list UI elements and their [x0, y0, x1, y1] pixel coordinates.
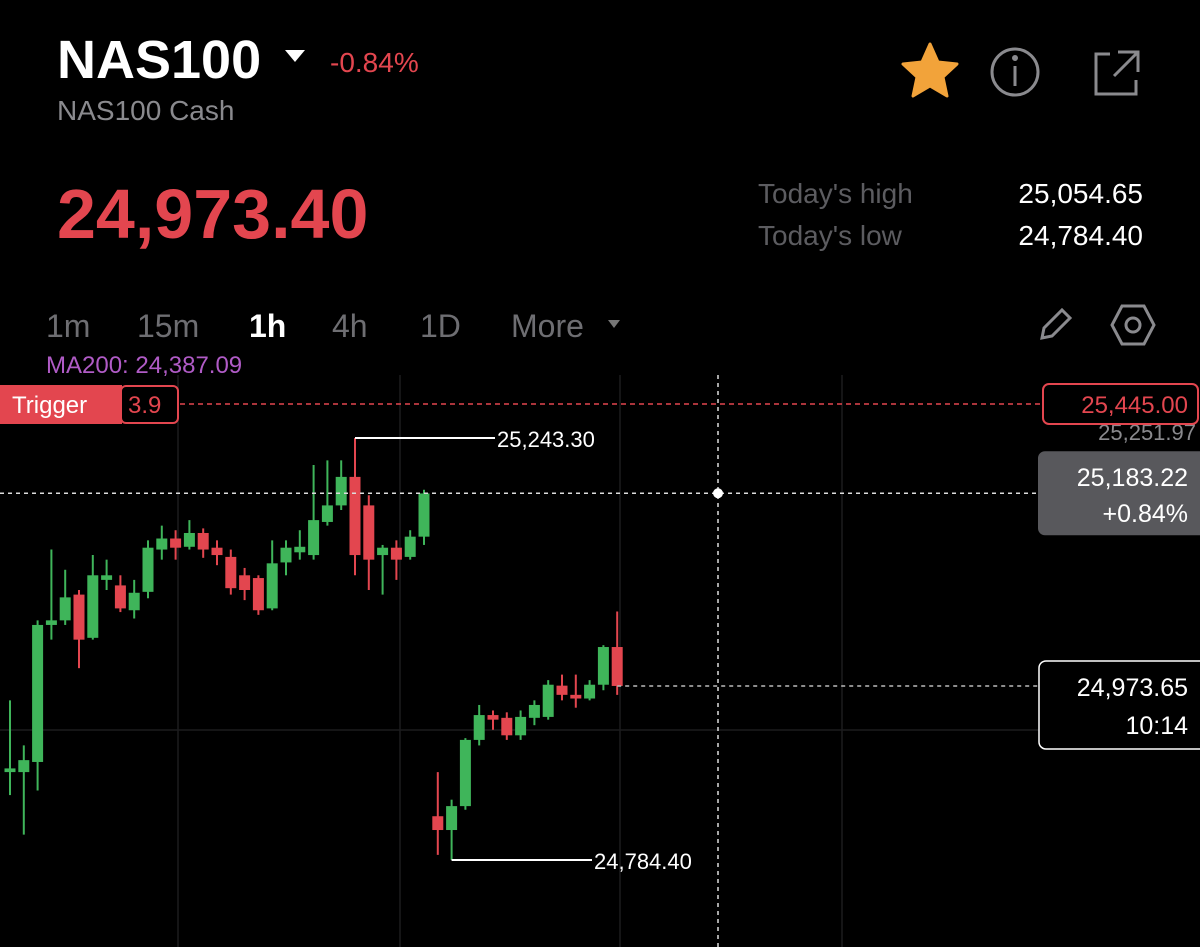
last-price-time: 10:14 — [1125, 712, 1188, 740]
crosshair-badge — [1038, 451, 1200, 536]
candle-body — [156, 538, 168, 550]
indicator: MA200: 24,387.09 — [46, 352, 242, 379]
trigger-value: 3.9 — [128, 392, 161, 419]
timeframe-tab[interactable]: 1D — [420, 308, 461, 344]
candle-body — [114, 585, 126, 609]
candle-body — [59, 597, 71, 621]
candle-body — [528, 704, 540, 718]
candle-body — [128, 592, 140, 611]
timeframe-tab[interactable]: 15m — [137, 308, 199, 344]
candle-body — [197, 532, 209, 550]
draw-icon[interactable] — [1040, 307, 1073, 340]
timeframe-tab[interactable]: More — [511, 308, 584, 344]
more-dropdown[interactable] — [608, 320, 620, 328]
candle-body — [211, 547, 223, 556]
favorite-icon[interactable] — [901, 42, 959, 98]
settings-icon[interactable] — [1110, 304, 1156, 346]
share-icon[interactable] — [1094, 50, 1140, 96]
candle-body — [45, 620, 57, 625]
crosshair-price: 25,183.22 — [1077, 464, 1188, 492]
candle-body — [335, 476, 347, 506]
timeframe-tab[interactable]: 4h — [332, 308, 368, 344]
candle-body — [73, 594, 85, 640]
symbol[interactable]: NAS100 — [57, 30, 261, 90]
stat-label: Today's high — [758, 178, 913, 209]
candle-body — [446, 806, 458, 831]
timeframe-tab[interactable]: 1h — [249, 308, 286, 344]
candle-body — [294, 546, 306, 553]
stat-value: 24,784.40 — [1018, 220, 1143, 251]
candle-body — [280, 547, 292, 563]
trigger-price-badge — [1042, 383, 1199, 425]
info-icon[interactable] — [990, 47, 1040, 97]
candle-body — [501, 717, 513, 736]
candle-body — [4, 768, 16, 773]
candle-body — [418, 493, 430, 537]
low-marker-label: 24,784.40 — [594, 849, 692, 874]
candle-body — [225, 556, 237, 589]
stat-label: Today's low — [758, 220, 903, 251]
last-price-badge — [1038, 660, 1200, 750]
candle-body — [487, 715, 499, 720]
candle-body — [308, 520, 320, 556]
candle-body — [611, 647, 623, 686]
candle-body — [542, 684, 554, 717]
candle-body — [183, 532, 195, 547]
candle-body — [87, 575, 99, 638]
timeframe-tab[interactable]: 1m — [46, 308, 90, 344]
candle-body — [597, 647, 609, 685]
candle-body — [18, 760, 30, 773]
price: 24,973.40 — [57, 175, 368, 253]
trigger-price: 25,445.00 — [1081, 392, 1188, 419]
change: -0.84% — [330, 47, 419, 78]
candle-body — [377, 547, 389, 556]
candle-body — [432, 816, 444, 831]
candle-body — [584, 684, 596, 699]
crosshair-dot — [713, 488, 723, 499]
trigger-badge[interactable] — [0, 385, 122, 424]
high-marker-label: 25,243.30 — [497, 427, 595, 452]
candle-body — [142, 547, 154, 592]
candle-body — [363, 505, 375, 560]
candle-body — [515, 716, 527, 736]
stat-value: 25,054.65 — [1018, 178, 1143, 209]
symbol-dropdown[interactable] — [285, 50, 305, 62]
candle-body — [570, 694, 582, 699]
candle-body — [252, 578, 264, 611]
candle-body — [390, 547, 402, 560]
last-price-label: 24,973.65 — [1077, 674, 1188, 702]
candle-body — [473, 715, 485, 740]
candle-body — [170, 538, 182, 548]
candle-body — [266, 563, 278, 609]
candle-body — [556, 685, 568, 695]
candle-body — [239, 575, 251, 591]
candle-body — [349, 476, 361, 556]
crosshair-change: +0.84% — [1103, 500, 1189, 528]
trigger-label: Trigger — [12, 392, 87, 419]
candle-body — [101, 575, 113, 580]
symbol-name: NAS100 Cash — [57, 95, 234, 126]
candle-body — [459, 739, 471, 807]
trigger-value-badge[interactable] — [120, 385, 179, 424]
candle-body — [32, 624, 44, 762]
candle-body — [404, 536, 416, 557]
candle-body — [321, 505, 333, 522]
